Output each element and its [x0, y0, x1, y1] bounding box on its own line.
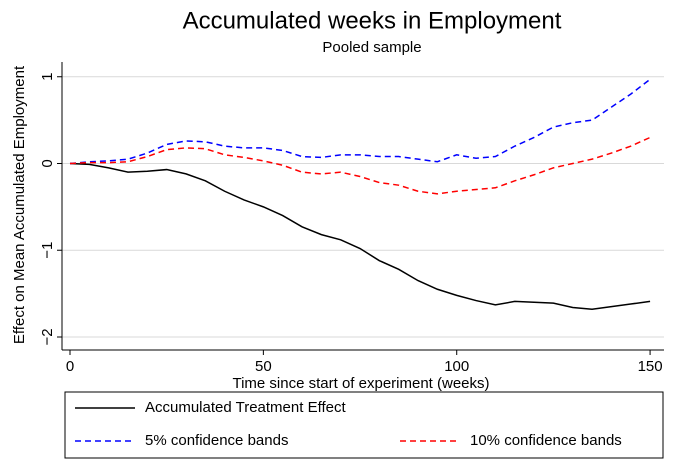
y-tick-label: −2 [39, 328, 56, 345]
y-tick-label: −1 [39, 242, 56, 259]
x-tick-label: 0 [66, 358, 74, 375]
series-line [69, 136, 651, 195]
series-line [69, 78, 651, 165]
series-line [69, 162, 651, 310]
y-axis-title: Effect on Mean Accumulated Employment [11, 65, 28, 344]
x-tick-label: 150 [638, 358, 663, 375]
legend-box [64, 391, 664, 459]
chart-title: Accumulated weeks in Employment [183, 7, 562, 34]
x-axis-title: Time since start of experiment (weeks) [232, 375, 489, 392]
y-tick-label: 1 [39, 73, 56, 81]
legend-label: 5% confidence bands [145, 432, 288, 449]
legend-label: 10% confidence bands [470, 432, 622, 449]
x-tick-label: 50 [255, 358, 272, 375]
chart-subtitle: Pooled sample [322, 39, 421, 56]
legend-label: Accumulated Treatment Effect [145, 399, 346, 416]
y-tick-label: 0 [39, 159, 56, 167]
x-tick-label: 100 [444, 358, 469, 375]
